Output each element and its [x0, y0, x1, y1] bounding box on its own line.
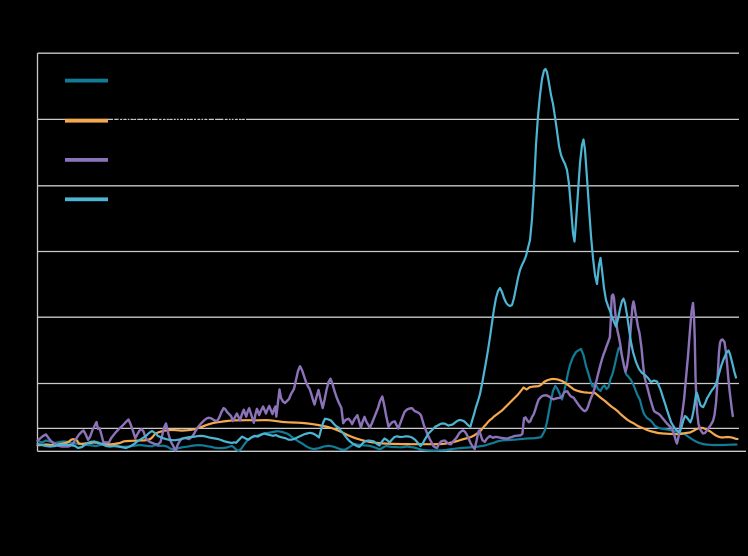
svg-text:Hubei province, China: Hubei province, China — [112, 73, 241, 88]
svg-text:Rest of mainland China: Rest of mainland China — [112, 113, 248, 128]
svg-text:South Korea: South Korea — [112, 153, 185, 168]
svg-text:Italy: Italy — [112, 192, 136, 207]
